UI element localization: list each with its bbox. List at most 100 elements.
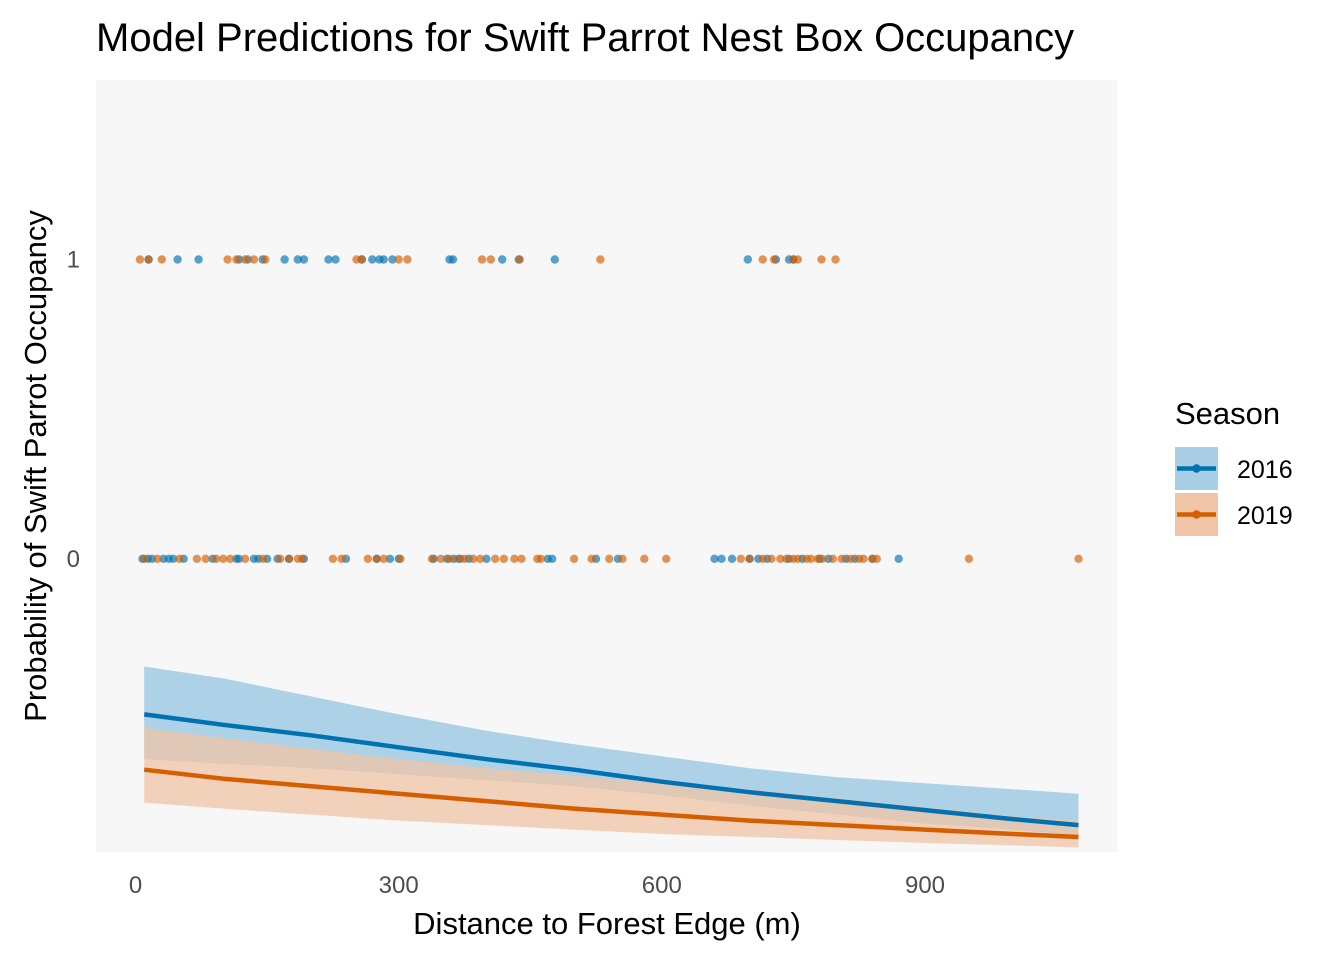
y-tick-label: 0 — [67, 546, 80, 573]
point-2016 — [331, 255, 340, 264]
point-2019 — [379, 554, 388, 563]
y-axis-ticks: 01 — [67, 247, 80, 573]
point-2019 — [736, 554, 745, 563]
point-2019 — [436, 554, 445, 563]
point-2019 — [276, 554, 285, 563]
y-axis-title: Probability of Swift Parrot Occupancy — [18, 210, 53, 722]
point-2019 — [745, 554, 754, 563]
point-2019 — [872, 554, 881, 563]
observation-points — [135, 255, 1083, 563]
point-2019 — [157, 255, 166, 264]
point-2019 — [460, 554, 469, 563]
ribbon-2016 — [144, 666, 1079, 836]
point-2019 — [662, 554, 671, 563]
x-axis-title: Distance to Forest Edge (m) — [413, 906, 801, 941]
point-2019 — [153, 554, 162, 563]
confidence-ribbons — [144, 666, 1079, 848]
point-2016 — [324, 255, 333, 264]
point-2019 — [284, 554, 294, 563]
point-2019 — [477, 255, 487, 264]
point-2016 — [385, 554, 395, 563]
ribbon-2019 — [144, 727, 1079, 848]
point-2019 — [837, 554, 846, 563]
fit-lines — [143, 712, 1079, 840]
point-2016 — [743, 255, 752, 264]
point-2019 — [427, 554, 437, 563]
point-2019 — [806, 554, 816, 563]
fit-line-2019 — [143, 767, 1079, 840]
x-tick-label: 900 — [905, 872, 945, 899]
point-2019 — [261, 255, 270, 264]
point-2019 — [782, 554, 791, 563]
point-2019 — [226, 554, 235, 563]
point-2016 — [550, 255, 559, 264]
point-2019 — [828, 554, 838, 563]
point-2019 — [486, 255, 495, 264]
fit-line-2016 — [143, 712, 1079, 828]
point-2016 — [280, 255, 289, 264]
legend-entries: 2016 2019 — [1175, 447, 1293, 536]
legend-point-2019 — [1192, 510, 1201, 519]
legend-point-2016 — [1192, 464, 1201, 473]
point-2016 — [727, 554, 737, 563]
point-2019 — [769, 255, 779, 264]
point-2019 — [569, 554, 579, 563]
point-2019 — [201, 554, 210, 563]
point-2019 — [758, 255, 767, 264]
point-2019 — [357, 255, 366, 264]
point-2019 — [846, 554, 855, 563]
point-2019 — [135, 255, 145, 264]
point-2019 — [219, 554, 228, 563]
x-tick-label: 300 — [379, 872, 419, 899]
point-2019 — [536, 554, 545, 563]
point-2016 — [717, 554, 726, 563]
point-2019 — [337, 554, 346, 563]
point-2016 — [498, 255, 507, 264]
point-2016 — [548, 554, 557, 563]
point-2019 — [249, 255, 259, 264]
point-2019 — [212, 554, 221, 563]
point-2019 — [469, 554, 478, 563]
point-2019 — [240, 554, 250, 563]
legend-title: Season — [1175, 396, 1280, 431]
point-2019 — [640, 554, 649, 563]
point-2019 — [491, 554, 500, 563]
point-2019 — [454, 554, 463, 563]
point-2016 — [293, 255, 302, 264]
x-tick-label: 600 — [642, 872, 682, 899]
point-2016 — [169, 554, 178, 563]
point-2016 — [448, 255, 458, 264]
point-2016 — [194, 255, 203, 264]
point-2019 — [232, 255, 241, 264]
point-2019 — [1074, 554, 1083, 563]
point-2019 — [140, 554, 149, 563]
point-2019 — [758, 554, 767, 563]
chart-title: Model Predictions for Swift Parrot Nest … — [96, 16, 1074, 60]
point-2019 — [515, 255, 524, 264]
point-2019 — [776, 554, 785, 563]
point-2019 — [175, 554, 184, 563]
x-axis-ticks: 0 300 600 900 — [129, 872, 945, 899]
point-2019 — [192, 554, 202, 563]
legend: Season 2016 2019 — [1175, 396, 1293, 536]
point-2019 — [859, 554, 868, 563]
point-2016 — [234, 554, 244, 563]
point-2019 — [596, 255, 605, 264]
point-2016 — [368, 255, 377, 264]
point-2019 — [605, 554, 614, 563]
point-2019 — [510, 554, 519, 563]
point-2016 — [710, 554, 719, 563]
legend-label-2019: 2019 — [1237, 502, 1293, 530]
point-2019 — [499, 554, 509, 563]
point-2016 — [379, 255, 388, 264]
point-2019 — [223, 255, 232, 264]
point-2019 — [817, 255, 826, 264]
point-2019 — [476, 554, 485, 563]
point-2019 — [831, 255, 840, 264]
point-2019 — [240, 255, 250, 264]
point-2019 — [363, 554, 373, 563]
point-2019 — [818, 554, 827, 563]
point-2019 — [618, 554, 627, 563]
